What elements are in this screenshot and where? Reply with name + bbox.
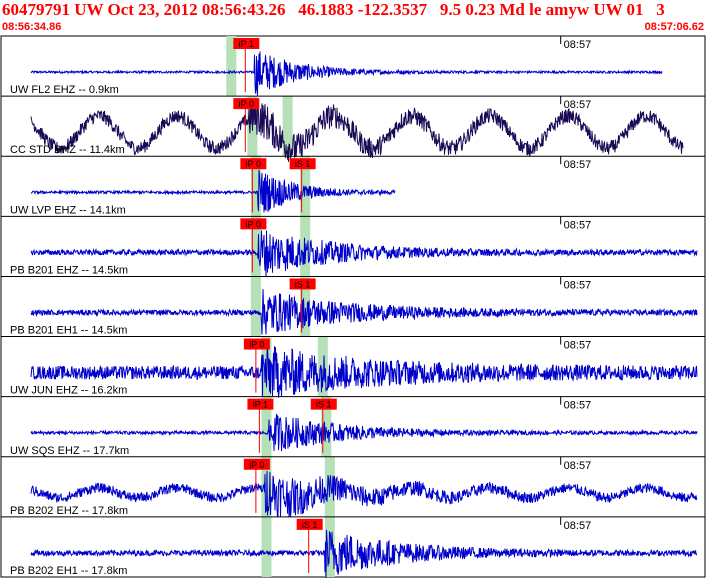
pick-marker [247,398,274,410]
pick-window [250,216,261,277]
channel-row: iP 0 08:57 PB B201 EHZ -- 14.5km [1,215,705,277]
pick-window [250,156,261,217]
pick-marker [310,398,337,410]
pick-label: iS 1 [295,279,311,289]
channel-label: CC STD BHZ -- 11.4km [10,144,125,156]
channel-label: PB B202 EHZ -- 17.8km [10,505,128,517]
waveform-trace [30,230,698,277]
channel-label: UW SQS EHZ -- 17.7km [10,445,129,457]
pick-window [321,396,332,457]
pick-label: iP 0 [246,219,261,229]
time-tick-label: 08:57 [564,460,592,472]
pick-marker [296,518,323,530]
waveform-trace [30,529,697,578]
pick-window [317,336,328,397]
waveform-trace [30,289,698,335]
pick-marker [233,38,260,49]
time-tick-label: 08:57 [564,279,592,291]
pick-marker [240,158,267,170]
channel-label: UW JUN EHZ -- 16.2km [10,385,127,397]
pick-marker [289,158,316,170]
waveform-trace [30,413,698,452]
pick-label: iP 0 [249,460,264,470]
time-tick-label: 08:57 [564,520,592,532]
pick-window [282,96,293,157]
waveform-trace [30,102,684,162]
channel-row: iP 1 08:57 UW FL2 EHZ -- 0.9km [10,36,663,97]
pick-label: iS 1 [302,520,318,530]
pick-label: iS 1 [316,400,332,410]
channel-label: PB B201 EHZ -- 14.5km [10,264,128,276]
time-tick-label: 08:57 [564,39,592,51]
pick-label: iP 1 [253,400,268,410]
time-tick-label: 08:57 [564,219,592,231]
pick-marker [240,218,267,230]
channel-row: iP 0 08:57 UW JUN EHZ -- 16.2km [1,336,705,398]
pick-marker [243,458,270,470]
waveform-trace [30,169,396,213]
pick-window [324,516,335,577]
channel-row: iS 1 08:57 PB B201 EH1 -- 14.5km [1,275,705,337]
time-tick-label: 08:57 [564,99,592,111]
pick-window [261,396,272,457]
time-tick-label: 08:57 [564,400,592,412]
pick-window [250,276,261,337]
waveform-trace [30,344,698,398]
end-time-label: 08:57:06.62 [644,21,704,33]
time-tick-label: 08:57 [564,159,592,171]
pick-window [300,276,311,337]
channel-row: iP 0 08:57 PB B202 EHZ -- 17.8km [1,456,705,518]
pick-window [300,216,311,277]
channel-label: UW FL2 EHZ -- 0.9km [10,84,119,96]
time-tick-label: 08:57 [564,340,592,352]
start-time-label: 08:56:34.86 [2,21,62,33]
pick-window [226,36,237,97]
pick-label: iP 0 [249,340,264,350]
channel-row: iP 0 08:57 CC STD BHZ -- 11.4km [1,95,705,162]
channel-label: PB B202 EH1 -- 17.8km [10,565,127,577]
pick-label: iS 1 [295,159,311,169]
pick-label: iP 1 [239,39,254,49]
channel-label: PB B201 EH1 -- 14.5km [10,325,127,337]
channel-label: UW LVP EHZ -- 14.1km [10,204,126,216]
pick-label: iP 0 [239,99,254,109]
pick-marker [243,338,270,350]
panel-frame [0,35,706,578]
pick-marker [289,278,316,290]
pick-marker [233,98,260,110]
channel-row: iP 1 iS 1 08:57 UW SQS EHZ -- 17.7km [1,396,705,457]
waveform-trace [30,470,698,518]
pick-window [300,156,311,217]
pick-label: iP 0 [246,159,261,169]
channel-row: iP 0 iS 1 08:57 UW LVP EHZ -- 14.1km [1,155,705,217]
event-header: 60479791 UW Oct 23, 2012 08:56:43.26 46.… [2,0,665,19]
waveform-trace [30,51,663,96]
channel-row: iS 1 08:57 PB B202 EH1 -- 17.8km [1,516,705,578]
pick-window [261,516,272,577]
